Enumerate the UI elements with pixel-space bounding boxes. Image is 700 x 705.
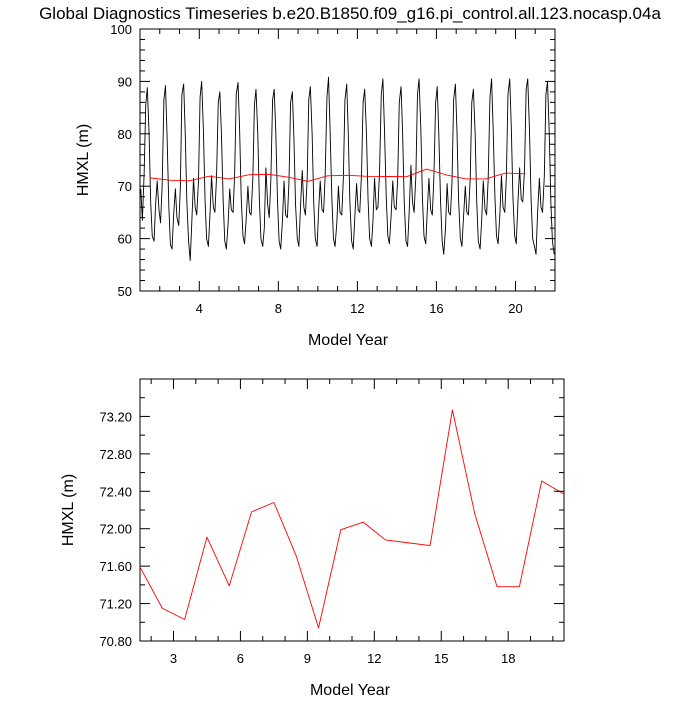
top-y-tick-label: 100 bbox=[110, 22, 132, 37]
bottom-y-tick-label: 71.20 bbox=[99, 597, 132, 612]
top-plot-frame bbox=[139, 28, 556, 292]
bottom-y-tick-label: 72.00 bbox=[99, 522, 132, 537]
top-series-line-monthly bbox=[140, 76, 555, 262]
bottom-y-tick-label: 73.20 bbox=[99, 409, 132, 424]
top-series-line-annual bbox=[149, 168, 526, 182]
bottom-x-tick-label: 3 bbox=[170, 651, 177, 666]
bottom-x-axis-label: Model Year bbox=[310, 682, 391, 699]
chart-title: Global Diagnostics Timeseries b.e20.B185… bbox=[39, 4, 661, 23]
top-y-tick-label: 60 bbox=[118, 232, 132, 247]
bottom-panel: 3 6 9 12 15 18 70.80 71.20 71.60 72.00 72.40 72.80… bbox=[60, 378, 565, 699]
top-y-axis-label: HMXL (m) bbox=[75, 124, 92, 196]
bottom-series-group bbox=[139, 409, 565, 629]
bottom-y-axis-label: HMXL (m) bbox=[60, 474, 77, 546]
bottom-y-tick-label: 71.60 bbox=[99, 559, 132, 574]
bottom-y-tick-label: 72.40 bbox=[99, 484, 132, 499]
top-x-tick-label: 16 bbox=[429, 301, 443, 316]
bottom-series-line-0 bbox=[139, 409, 565, 629]
bottom-y-tick-label: 72.80 bbox=[99, 447, 132, 462]
bottom-x-tick-label: 15 bbox=[434, 651, 448, 666]
top-x-tick-label: 4 bbox=[196, 301, 203, 316]
top-panel: 4 8 12 16 20 50 60 70 80 90 100 Model Year HMXL (… bbox=[75, 22, 556, 349]
top-series-group bbox=[140, 76, 555, 262]
top-y-axis-ticks: 50 60 70 80 90 100 bbox=[110, 22, 555, 299]
bottom-x-axis-ticks: 3 6 9 12 15 18 bbox=[150, 379, 554, 666]
top-x-tick-label: 12 bbox=[350, 301, 364, 316]
bottom-x-tick-label: 12 bbox=[367, 651, 381, 666]
top-x-tick-label: 20 bbox=[508, 301, 522, 316]
bottom-plot-frame bbox=[139, 378, 565, 642]
bottom-y-axis-ticks: 70.80 71.20 71.60 72.00 72.40 72.80 73.20 bbox=[99, 378, 564, 649]
top-x-axis-ticks: 4 8 12 16 20 bbox=[139, 29, 556, 316]
top-y-tick-label: 80 bbox=[118, 127, 132, 142]
bottom-x-tick-label: 6 bbox=[237, 651, 244, 666]
bottom-y-tick-label: 70.80 bbox=[99, 634, 132, 649]
bottom-x-tick-label: 18 bbox=[501, 651, 515, 666]
top-y-tick-label: 70 bbox=[118, 179, 132, 194]
bottom-x-tick-label: 9 bbox=[304, 651, 311, 666]
top-x-tick-label: 8 bbox=[275, 301, 282, 316]
top-y-tick-label: 50 bbox=[118, 284, 132, 299]
top-x-axis-label: Model Year bbox=[308, 332, 389, 349]
top-y-tick-label: 90 bbox=[118, 74, 132, 89]
